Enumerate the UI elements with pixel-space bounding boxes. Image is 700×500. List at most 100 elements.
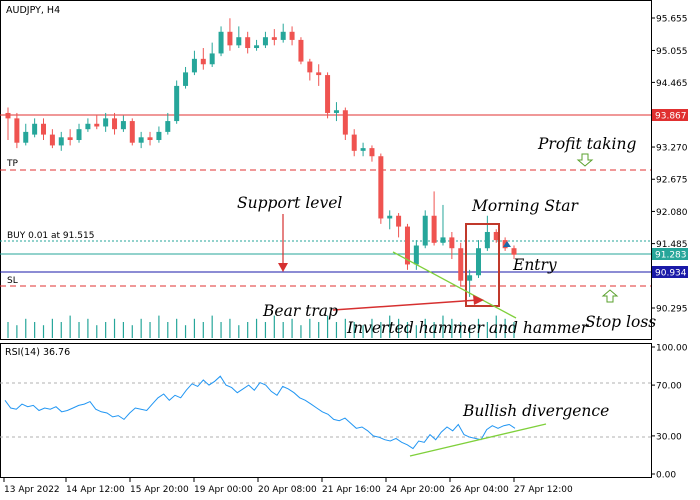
candle-body (342, 110, 348, 135)
buy-arrow-icon (503, 241, 511, 247)
price-axis: 95.655 95.055 94.465 93.270 92.675 92.080 91.4… (651, 15, 688, 315)
price-tick-label: 94.465 (656, 79, 688, 89)
candle-body (271, 37, 277, 40)
candle-body (360, 148, 366, 151)
rsi-line (4, 375, 516, 450)
candle-body (458, 248, 464, 281)
bear-trap-arrow-head (473, 295, 484, 305)
candle-body (112, 118, 118, 130)
candle-body (325, 75, 331, 113)
price-tick-label: 92.080 (656, 208, 688, 218)
rsi-tick-label: 0.00 (656, 471, 676, 481)
candle-body (307, 61, 313, 73)
time-tick-label: 21 Apr 16:00 (322, 485, 381, 495)
candle-body (378, 156, 384, 219)
rsi-group (4, 375, 516, 450)
rsi-panel-frame (0, 343, 652, 478)
candle-body (209, 53, 215, 65)
candle-body (396, 215, 402, 227)
bid-price-tag (652, 248, 688, 260)
candle-body (5, 112, 11, 119)
candle-body (32, 123, 38, 135)
time-tick-label: 13 Apr 2022 (4, 485, 60, 495)
time-tick-label: 24 Apr 20:00 (386, 485, 445, 495)
candle-body (431, 215, 437, 243)
stop-loss-annotation: Stop loss (585, 313, 656, 331)
morning-star-box (465, 223, 500, 307)
candle-body (449, 237, 455, 249)
candle-body (129, 121, 135, 143)
candle-body (183, 72, 189, 86)
candle-body (14, 118, 20, 143)
candle-body (67, 137, 73, 141)
entry-annotation: Entry (512, 256, 557, 274)
candle-body (262, 37, 268, 46)
candle-body (85, 123, 91, 130)
divergence-line (409, 423, 547, 457)
trend-line (392, 251, 517, 319)
volume-bars (7, 315, 515, 338)
price-tick-label: 93.270 (656, 144, 688, 154)
candle-body (289, 31, 295, 40)
candle-body (165, 121, 171, 132)
candle-body (218, 31, 224, 54)
rsi-tick-label: 70.00 (656, 382, 682, 392)
candle-body (58, 137, 64, 146)
candle-body (511, 248, 517, 255)
price-tick-label: 95.055 (656, 47, 688, 57)
candle-body (316, 72, 322, 76)
sl-arrow-icon (601, 289, 619, 303)
candle-body (369, 148, 375, 157)
candle-body (156, 131, 162, 141)
blue-price-tag (652, 266, 688, 278)
buy-label: BUY 0.01 at 91.515 (7, 231, 94, 241)
candle-body (333, 110, 339, 113)
tp-label: TP (6, 159, 18, 169)
candle-body (404, 226, 410, 265)
time-tick-label: 26 Apr 04:00 (450, 485, 509, 495)
time-axis: 13 Apr 2022 14 Apr 12:00 15 Apr 20:00 19 Ap… (3, 478, 573, 495)
bear-trap-annotation: Bear trap (262, 302, 338, 320)
candle-body (475, 248, 481, 276)
candle-body (484, 231, 490, 249)
candle-body (41, 123, 47, 135)
candle-body (49, 134, 55, 146)
candle-body (298, 39, 304, 62)
bear-trap-arrow-shaft (332, 299, 479, 311)
candle-body (76, 129, 82, 141)
price-tick-label: 95.655 (656, 15, 688, 25)
candle-body (254, 45, 260, 49)
candle-body (120, 121, 126, 130)
rsi-tick-label: 30.00 (656, 432, 682, 442)
candle-body (387, 215, 393, 219)
candle-body (138, 137, 144, 143)
profit-taking-annotation: Profit taking (537, 135, 636, 153)
bullish-divergence-annotation: Bullish divergence (462, 402, 609, 420)
blue-price-tag-text: 90.934 (655, 269, 687, 279)
inverted-hammer-annotation: Inverted hammer and hammer (346, 319, 590, 337)
candle-body (227, 31, 233, 46)
time-tick-label: 19 Apr 00:00 (194, 485, 253, 495)
support-level-annotation: Support level (237, 194, 342, 212)
red-price-tag-text: 93.867 (655, 112, 687, 122)
candle-body (94, 123, 100, 127)
candle-body (422, 215, 428, 246)
price-tick-label: 92.675 (656, 176, 688, 186)
rsi-label: RSI(14) 36.76 (5, 347, 70, 358)
candle-body (280, 31, 286, 40)
bid-price-tag-text: 91.283 (655, 251, 687, 261)
rsi-tick-label: 100.00 (656, 344, 688, 354)
symbol-label: AUDJPY, H4 (6, 5, 60, 16)
tp-arrow-icon (576, 153, 594, 167)
candle-body (245, 37, 251, 49)
candle-body (467, 275, 473, 281)
candle-body (413, 245, 419, 265)
morning-star-annotation: Morning Star (471, 197, 579, 215)
rsi-axis: 100.00 70.00 30.00 0.00 (651, 344, 688, 481)
candle-body (174, 85, 180, 122)
candle-body (200, 58, 206, 65)
red-price-tag (652, 109, 688, 121)
time-tick-label: 14 Apr 12:00 (66, 485, 125, 495)
